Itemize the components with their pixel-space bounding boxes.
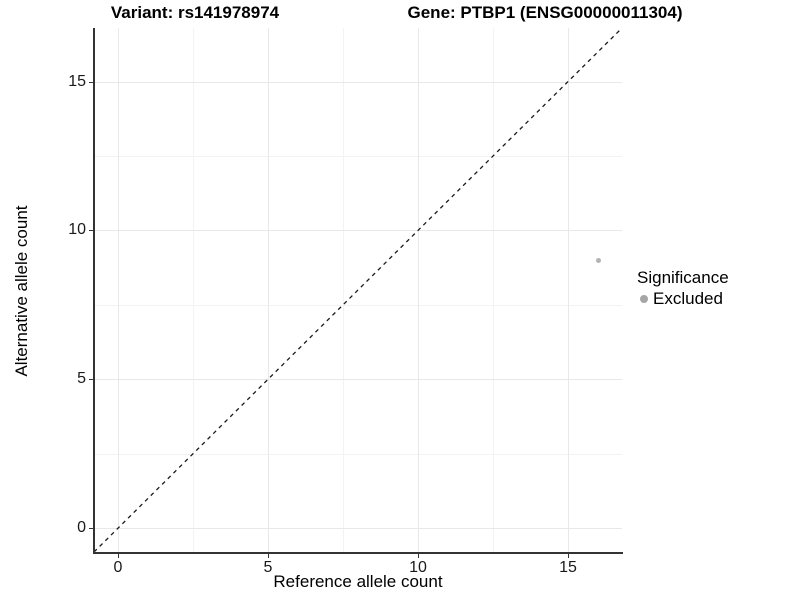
y-axis-line (93, 28, 95, 553)
legend: Significance Excluded (637, 268, 729, 309)
x-minor-gridline (343, 28, 344, 552)
x-axis-line (93, 552, 623, 554)
y-major-gridline (94, 81, 622, 83)
y-tick-label: 15 (68, 72, 86, 90)
x-minor-gridline (493, 28, 494, 552)
legend-title: Significance (637, 268, 729, 287)
x-tick-label: 0 (113, 559, 123, 576)
y-tick-mark (89, 528, 93, 530)
x-tick-mark (568, 554, 569, 558)
y-tick-label: 10 (68, 221, 86, 239)
y-tick-mark (89, 81, 93, 83)
y-axis-title: Alternative allele count (12, 205, 31, 377)
y-minor-gridline (94, 304, 622, 306)
x-minor-gridline (193, 28, 194, 552)
x-tick-label: 10 (409, 559, 427, 576)
x-tick-mark (118, 554, 119, 558)
x-tick-mark (268, 554, 269, 558)
legend-entry-excluded: Excluded (637, 289, 729, 309)
gene-title: Gene: PTBP1 (ENSG00000011304) (407, 3, 683, 22)
y-major-gridline (94, 528, 622, 530)
x-tick-label: 5 (263, 559, 273, 576)
plot-panel (93, 27, 623, 553)
y-major-gridline (94, 379, 622, 381)
x-axis-title: Reference allele count (273, 572, 443, 591)
x-major-gridline (418, 28, 419, 552)
data-point (595, 257, 601, 263)
x-tick-label: 15 (559, 559, 577, 576)
y-minor-gridline (94, 453, 622, 455)
y-minor-gridline (94, 156, 622, 158)
legend-entry-label: Excluded (653, 289, 723, 308)
variant-title: Variant: rs141978974 (110, 3, 280, 22)
x-major-gridline (268, 28, 269, 552)
y-tick-mark (89, 230, 93, 232)
x-tick-mark (418, 554, 419, 558)
excluded-point-icon (640, 295, 648, 303)
y-tick-label: 0 (77, 519, 86, 537)
y-major-gridline (94, 230, 622, 232)
x-major-gridline (568, 28, 569, 552)
y-tick-mark (89, 379, 93, 381)
y-tick-label: 5 (77, 370, 86, 388)
identity-dashed-line (93, 27, 623, 553)
x-major-gridline (118, 28, 119, 552)
